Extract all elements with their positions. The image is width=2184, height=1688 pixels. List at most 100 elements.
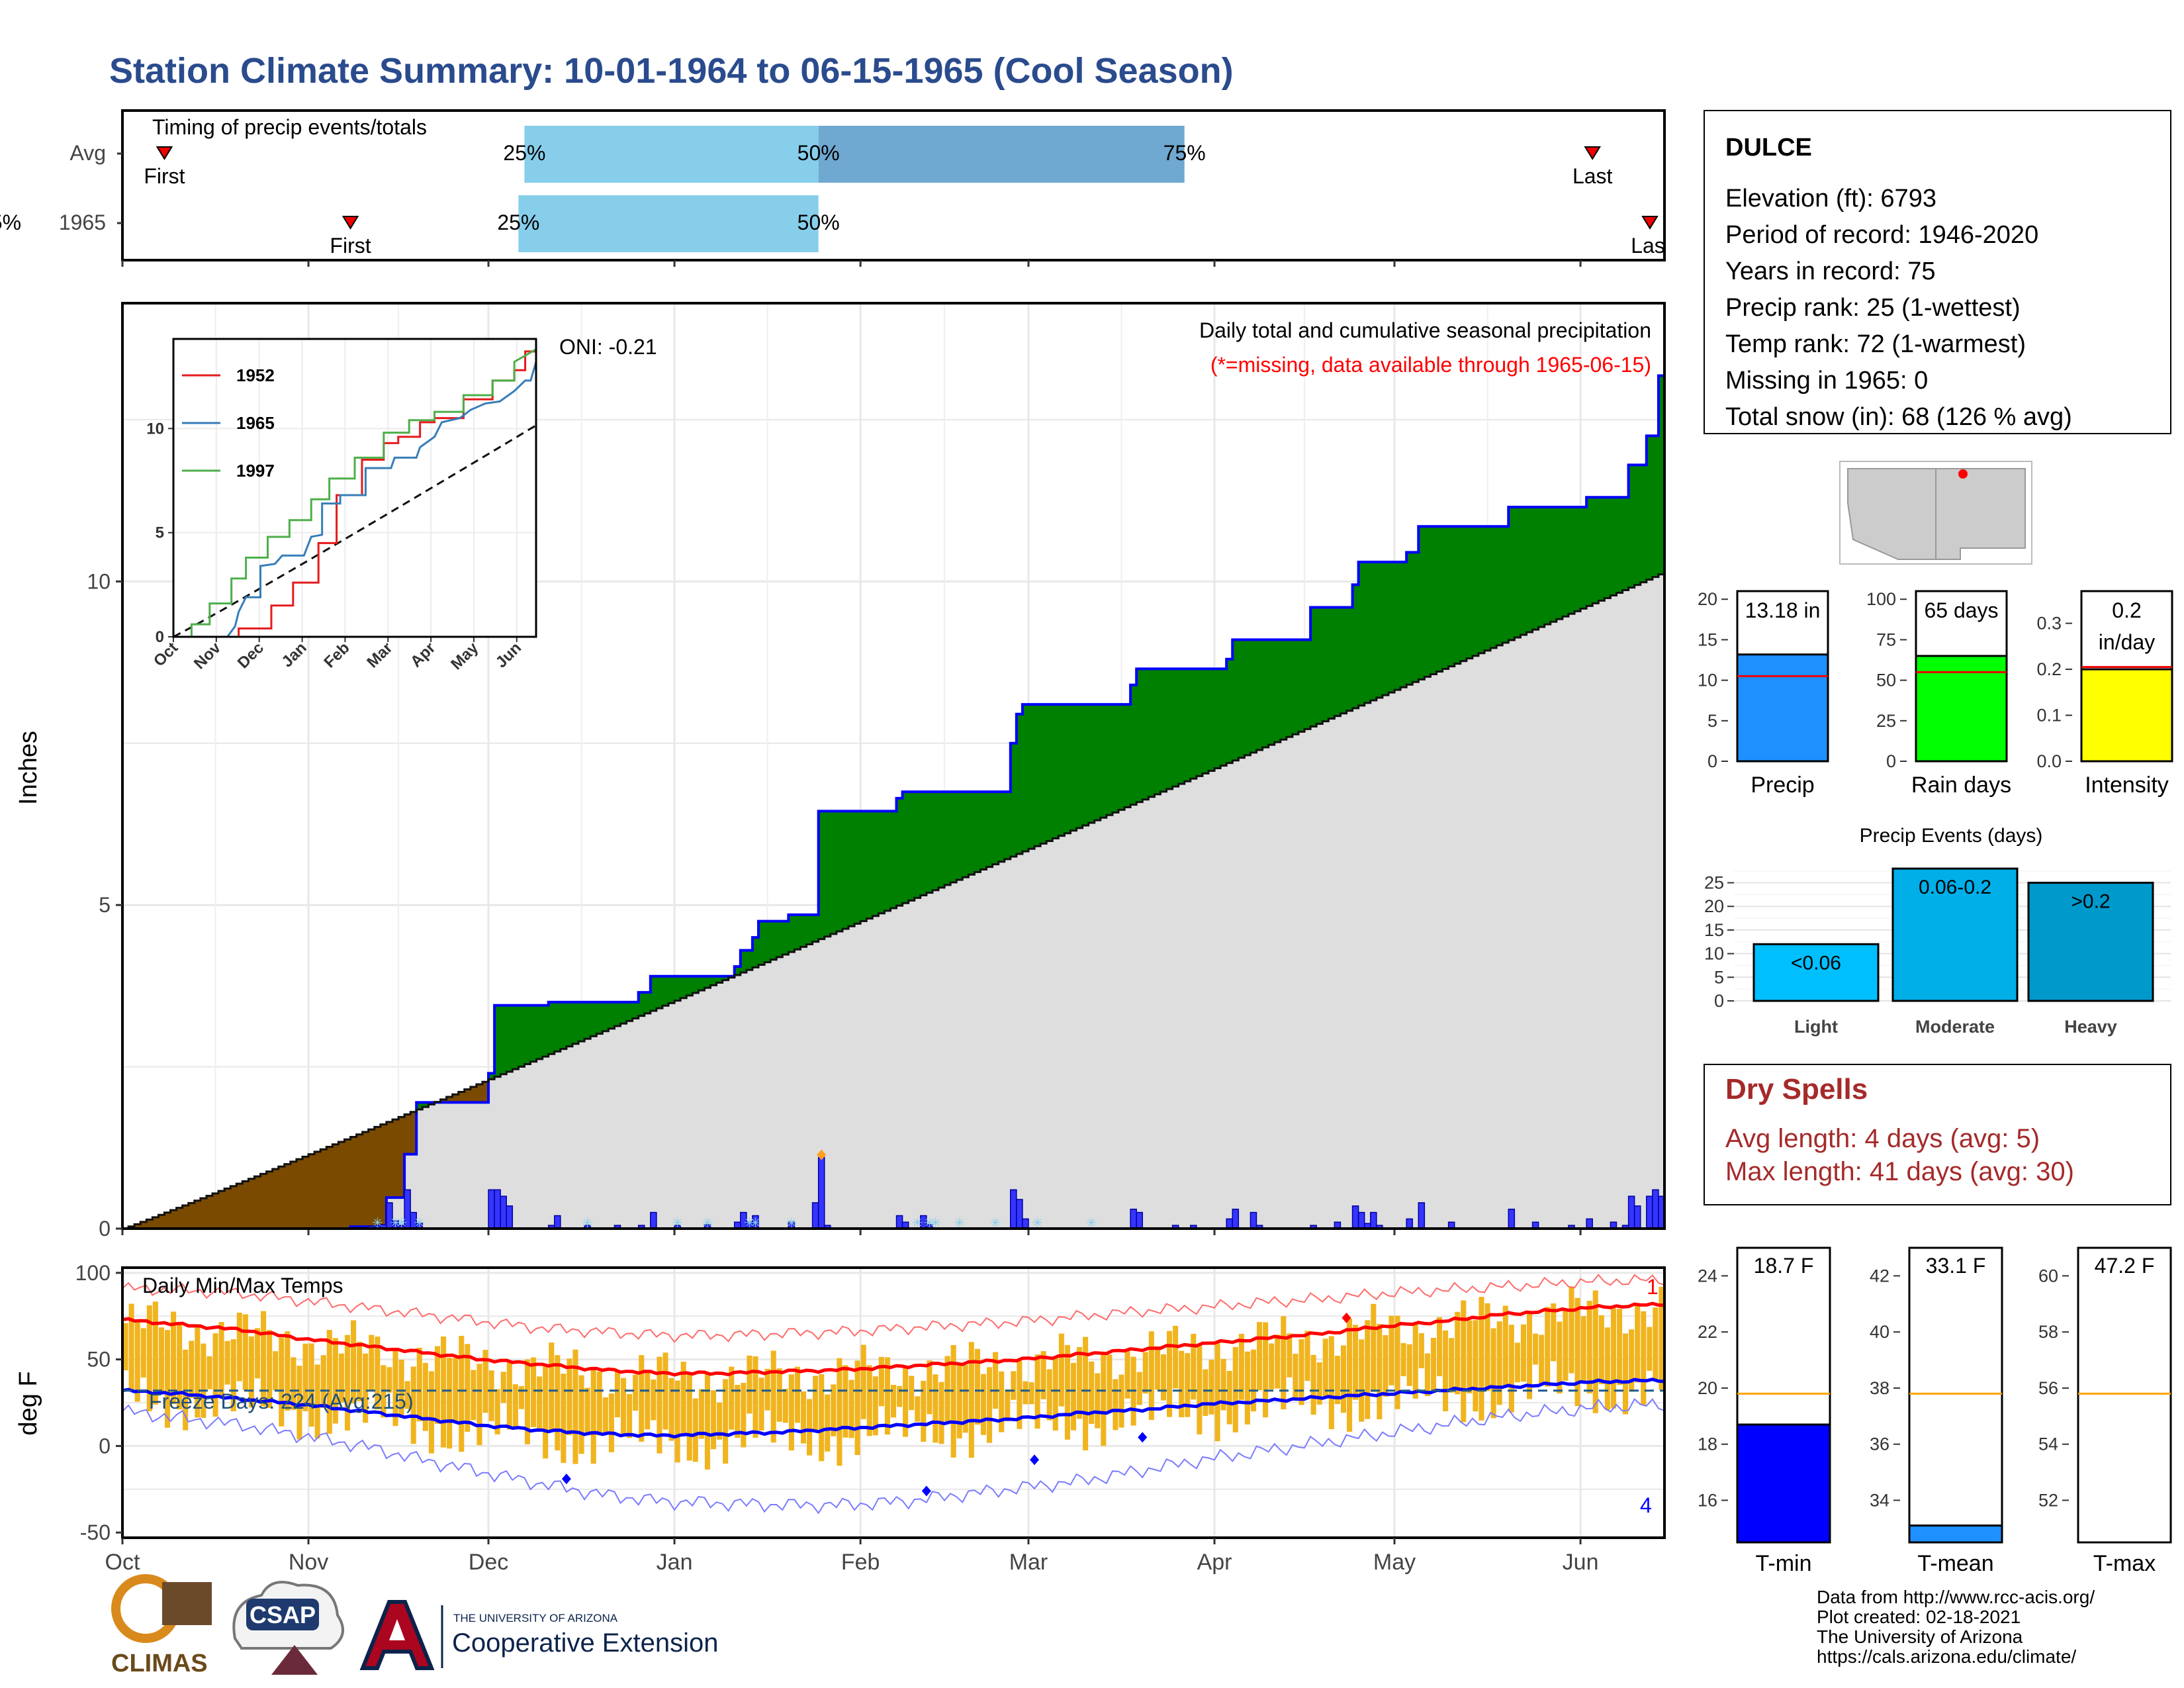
snow-marker: ✳ [750, 1216, 761, 1231]
daily-precip-bar [488, 1189, 495, 1229]
daily-temp-bar [854, 1360, 860, 1456]
daily-precip-bar [811, 1202, 819, 1229]
daily-temp-bar [1496, 1321, 1502, 1405]
daily-temp-bar [1191, 1333, 1197, 1400]
above-average-area [1166, 669, 1173, 789]
daily-temp-bar [1412, 1324, 1418, 1399]
daily-temp-bar [189, 1340, 195, 1398]
daily-temp-bar [1142, 1352, 1148, 1394]
record-max-marker [1342, 1312, 1351, 1323]
summary-ytick-label: 0.1 [2036, 706, 2062, 726]
timing-q75-label: 75% [1163, 141, 1206, 165]
above-average-area [1562, 506, 1569, 617]
summary-ytick-label: 0.2 [2036, 659, 2062, 679]
daily-temp-bar [453, 1358, 459, 1423]
locator-map [1839, 461, 2032, 565]
daily-temp-bar [1647, 1327, 1653, 1371]
above-average-area [1358, 562, 1365, 706]
daily-temp-bar [1353, 1325, 1359, 1400]
above-average-area [776, 921, 783, 957]
daily-temp-bar [351, 1320, 357, 1404]
above-average-area [1196, 669, 1203, 776]
timing-first-marker [156, 146, 173, 160]
daily-temp-bar [1418, 1333, 1424, 1369]
above-average-area [1514, 506, 1522, 637]
credits: Data from http://www.rcc-acis.org/Plot c… [1817, 1587, 2095, 1667]
above-average-area [740, 950, 747, 973]
daily-temp-bar [608, 1393, 614, 1452]
daily-temp-bar [530, 1357, 537, 1427]
above-average-area [422, 1102, 429, 1107]
above-average-area [1652, 436, 1659, 577]
above-average-area [1352, 585, 1359, 708]
above-average-area [1070, 704, 1077, 831]
below-average-area [380, 1124, 387, 1227]
above-average-area [1622, 497, 1629, 590]
daily-temp-bar [1449, 1338, 1455, 1393]
daily-precip-bar [1370, 1211, 1377, 1229]
daily-precip-bar [1250, 1211, 1257, 1229]
daily-temp-bar [506, 1362, 512, 1430]
credit-line: Plot created: 02-18-2021 [1817, 1607, 2021, 1627]
dry-avg: Avg length: 4 days (avg: 5) [1725, 1124, 2040, 1153]
summary-value-label: 65 days [1924, 598, 1998, 622]
above-average-area [1250, 639, 1257, 753]
above-average-area [1418, 526, 1425, 680]
daily-temp-bar [434, 1346, 441, 1425]
above-average-area [1112, 704, 1119, 813]
below-average-area [224, 1188, 231, 1229]
above-average-area [836, 811, 843, 932]
month-label: Jun [1563, 1550, 1599, 1575]
daily-temp-bar [224, 1340, 230, 1385]
temp-summary-ytick-label: 38 [1870, 1378, 1889, 1398]
temp-ytick-label: 50 [87, 1348, 111, 1372]
below-average-area [314, 1151, 321, 1229]
temperature-panel: -50 0 50 100 Daily Min/Max Temps Freeze Day… [15, 1261, 1666, 1575]
daily-temp-bar [344, 1335, 351, 1431]
above-average-area [770, 921, 777, 960]
avg-min-line [122, 1378, 1665, 1439]
below-average-area [140, 1221, 147, 1229]
above-average-area [758, 921, 765, 965]
daily-temp-bar [1220, 1358, 1226, 1411]
daily-temp-bar [369, 1335, 375, 1391]
above-average-area [878, 811, 886, 914]
daily-temp-bar [752, 1356, 758, 1438]
above-average-area [602, 1002, 609, 1031]
snow-marker: ✳ [1086, 1216, 1097, 1231]
daily-temp-bar [1586, 1301, 1592, 1393]
daily-precip-bar [1022, 1218, 1029, 1229]
station-name: DULCE [1725, 134, 1812, 162]
above-average-area [914, 792, 921, 898]
below-average-area [332, 1144, 339, 1229]
temp-summary-ytick-label: 22 [1698, 1322, 1717, 1342]
daily-temp-bar [291, 1357, 296, 1410]
below-average-area [470, 1086, 477, 1103]
above-average-area [656, 976, 663, 1009]
events-title: Precip Events (days) [1860, 825, 2043, 847]
daily-temp-bar [326, 1330, 332, 1434]
snow-marker: ✳ [990, 1216, 1001, 1231]
above-average-area [638, 992, 645, 1016]
info-frame [1704, 110, 2171, 434]
temp-summary-value-label: 47.2 F [2095, 1254, 2155, 1278]
above-average-area [1310, 607, 1317, 727]
temp-summary-ytick-label: 56 [2038, 1378, 2058, 1398]
above-average-area [1010, 743, 1017, 857]
above-average-area [1526, 506, 1533, 633]
record-min-count: 4 [1640, 1493, 1652, 1517]
temp-range-bars [122, 1286, 1664, 1470]
above-average-area [1292, 639, 1299, 735]
daily-temp-bar [968, 1342, 974, 1458]
daily-temp-bar [1455, 1311, 1461, 1395]
summary-ytick-label: 25 [1876, 711, 1896, 731]
above-average-area [1346, 607, 1353, 711]
above-average-area [1448, 526, 1455, 667]
temp-summary-ytick-label: 16 [1698, 1490, 1717, 1510]
daily-temp-bar [447, 1358, 453, 1449]
above-average-area [842, 811, 849, 929]
avg-cumulative-line [122, 573, 1664, 1230]
daily-temp-bar [782, 1389, 788, 1423]
daily-temp-bar [1077, 1347, 1083, 1419]
above-average-area [1412, 552, 1419, 682]
